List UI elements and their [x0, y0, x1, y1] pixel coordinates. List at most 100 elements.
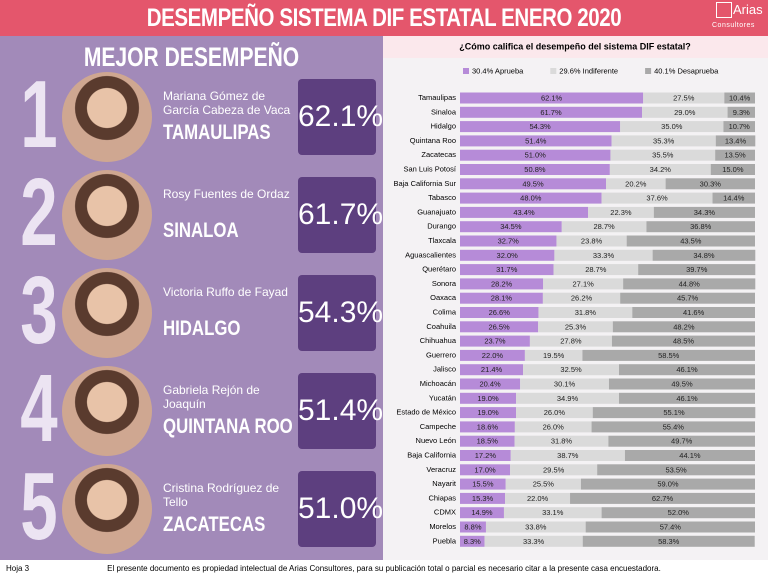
category-label: Zacatecas — [421, 150, 456, 159]
category-label: Coahuila — [426, 322, 456, 331]
bar-segment — [585, 521, 755, 533]
category-label: CDMX — [434, 508, 456, 517]
value-label: 41.6% — [683, 308, 705, 317]
bar-segment — [601, 192, 713, 204]
bar-segment — [606, 178, 666, 190]
bar-segment — [460, 492, 506, 504]
bar-segment — [538, 321, 613, 333]
value-label: 28.7% — [593, 222, 615, 231]
category-label: Tamaulipas — [418, 93, 456, 102]
bar-segment — [460, 164, 610, 175]
bar-segment — [724, 92, 755, 104]
category-label: Sonora — [432, 279, 457, 288]
category-label: Oaxaca — [430, 293, 457, 302]
bar-segment — [520, 378, 609, 390]
bar-segment — [484, 535, 583, 547]
bar-segment — [514, 435, 609, 447]
value-label: 25.5% — [533, 480, 555, 489]
bar-segment — [553, 264, 639, 276]
value-label: 27.5% — [673, 93, 695, 102]
bar-segment — [460, 178, 607, 190]
category-label: Querétaro — [422, 265, 456, 274]
score: 62.1% — [298, 79, 383, 155]
bar-segment — [460, 192, 602, 204]
bar-segment — [623, 278, 756, 290]
bar-segment — [460, 264, 554, 276]
value-label: 14.4% — [723, 194, 745, 203]
value-label: 45.7% — [677, 294, 699, 303]
bar-segment — [608, 435, 755, 447]
category-label: Chihuahua — [420, 336, 457, 345]
category-label: Baja California — [407, 450, 457, 459]
bar-segment — [619, 392, 755, 404]
value-label: 46.1% — [676, 394, 698, 403]
bar-segment — [619, 364, 755, 376]
bar-segment — [460, 450, 511, 461]
bar-segment — [460, 507, 504, 519]
value-label: 19.5% — [543, 351, 565, 360]
category-label: Estado de México — [396, 408, 456, 417]
value-label: 25.3% — [565, 322, 587, 331]
value-label: 48.5% — [673, 337, 695, 346]
value-label: 19.0% — [477, 394, 499, 403]
bar-segment — [524, 349, 583, 361]
category-label: Chiapas — [428, 493, 456, 502]
state-name: HIDALGO — [163, 317, 241, 340]
state-name: TAMAULIPAS — [163, 121, 271, 144]
logo-icon — [716, 2, 732, 18]
bar-segment — [611, 335, 755, 347]
bar-segment — [510, 450, 625, 461]
rank-number: 5 — [20, 453, 58, 560]
score: 61.7% — [298, 177, 383, 253]
legend-swatch — [463, 68, 469, 74]
bar-segment — [516, 407, 593, 419]
value-label: 33.3% — [523, 537, 545, 546]
bar-segment — [460, 292, 543, 304]
value-label: 51.4% — [525, 136, 547, 145]
bar-segment — [460, 249, 555, 261]
chart-title-band — [383, 36, 768, 58]
value-label: 32.5% — [560, 365, 582, 374]
bar-segment — [460, 435, 515, 447]
bar-segment — [710, 164, 755, 175]
category-label: Morelos — [429, 522, 456, 531]
bar-segment — [505, 478, 581, 490]
value-label: 38.7% — [557, 451, 579, 460]
value-label: 31.8% — [551, 437, 573, 446]
value-label: 62.1% — [541, 93, 563, 102]
bar-segment — [588, 206, 654, 218]
value-label: 10.7% — [729, 122, 751, 131]
bar-segment — [620, 121, 724, 133]
state-name: ZACATECAS — [163, 513, 266, 536]
value-label: 17.2% — [475, 451, 497, 460]
value-label: 58.5% — [658, 351, 680, 360]
footer: Hoja 3 El presente documento es propieda… — [0, 560, 768, 576]
state-name: QUINTANA ROO — [163, 415, 293, 438]
bar-segment — [632, 307, 755, 318]
value-label: 26.2% — [571, 294, 593, 303]
bar-segment — [460, 521, 486, 533]
bar-segment — [460, 121, 621, 133]
bar-segment — [503, 507, 602, 519]
category-label: Guanajuato — [417, 207, 456, 216]
bar-segment — [460, 206, 589, 218]
person-name: Mariana Gómez de García Cabeza de Vaca — [163, 89, 291, 117]
score: 51.4% — [298, 373, 383, 449]
bar-segment — [715, 149, 755, 161]
value-label: 23.8% — [581, 236, 603, 245]
rank-number: 4 — [20, 355, 58, 462]
value-label: 18.5% — [477, 437, 499, 446]
value-label: 9.3% — [733, 108, 750, 117]
value-label: 52.0% — [668, 508, 690, 517]
logo-subtitle: Consultores — [712, 22, 755, 29]
score: 54.3% — [298, 275, 383, 351]
legend-label: 30.4% Aprueba — [472, 66, 524, 75]
value-label: 33.1% — [542, 508, 564, 517]
category-label: Colima — [433, 307, 457, 316]
category-label: Aguascalientes — [405, 250, 456, 259]
bar-segment — [652, 249, 756, 261]
value-label: 31.8% — [575, 308, 597, 317]
value-label: 19.0% — [477, 408, 499, 417]
bar-segment — [592, 407, 756, 419]
rank-number: 3 — [20, 257, 58, 364]
